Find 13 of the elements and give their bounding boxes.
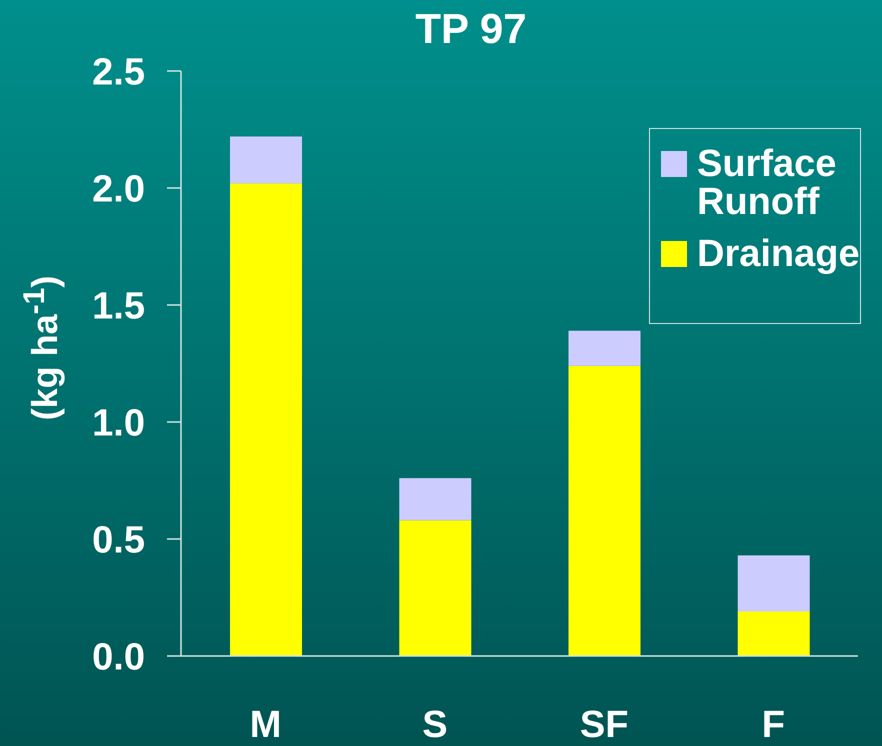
y-tick-label: 2.5 <box>92 51 145 94</box>
legend-label: Surface Runoff <box>697 143 838 223</box>
x-tick-label: M <box>250 704 282 746</box>
y-tick-label: 0.5 <box>92 519 145 562</box>
chart-title: TP 97 <box>414 5 528 52</box>
legend-label: Drainage <box>697 233 860 275</box>
y-tick-label: 2.0 <box>92 168 145 210</box>
x-tick-label: S <box>422 704 448 746</box>
y-tick-label: 1.5 <box>92 285 145 328</box>
y-tick-label: 0.0 <box>92 636 145 678</box>
x-tick-label: SF <box>580 704 628 746</box>
y-tick-label: 1.0 <box>92 402 145 444</box>
x-tick-label: F <box>762 704 785 746</box>
